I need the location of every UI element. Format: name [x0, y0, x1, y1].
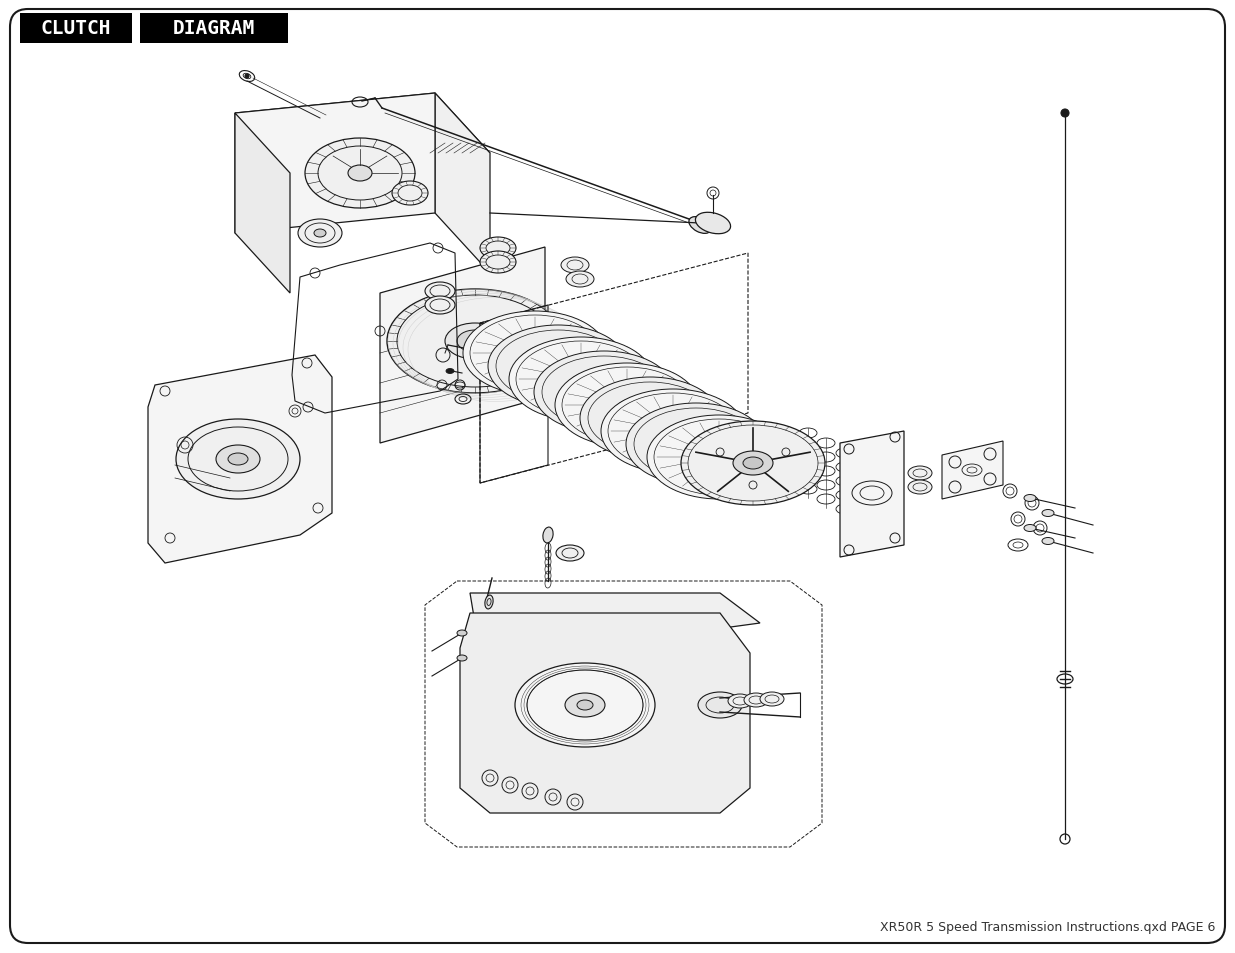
Circle shape [245, 75, 249, 79]
Polygon shape [235, 113, 290, 294]
Ellipse shape [391, 182, 429, 206]
Ellipse shape [566, 272, 594, 288]
Circle shape [1061, 110, 1070, 118]
Ellipse shape [601, 390, 745, 474]
Ellipse shape [647, 416, 790, 499]
Ellipse shape [605, 393, 650, 418]
Ellipse shape [216, 446, 261, 474]
Ellipse shape [457, 656, 467, 661]
FancyBboxPatch shape [140, 14, 288, 44]
Ellipse shape [1024, 495, 1036, 502]
Ellipse shape [485, 596, 493, 609]
Ellipse shape [348, 166, 372, 182]
Ellipse shape [457, 630, 467, 637]
Polygon shape [435, 94, 490, 274]
Text: XR50R 5 Speed Transmission Instructions.qxd PAGE 6: XR50R 5 Speed Transmission Instructions.… [879, 920, 1215, 933]
Ellipse shape [564, 693, 605, 718]
Ellipse shape [695, 213, 731, 234]
Ellipse shape [561, 257, 589, 274]
Ellipse shape [536, 354, 580, 379]
Ellipse shape [697, 444, 741, 471]
Ellipse shape [446, 369, 454, 375]
Ellipse shape [743, 457, 763, 470]
Ellipse shape [674, 432, 718, 457]
Ellipse shape [1042, 537, 1053, 545]
Polygon shape [459, 614, 750, 813]
Ellipse shape [298, 220, 342, 248]
Ellipse shape [543, 528, 553, 543]
Ellipse shape [908, 480, 932, 495]
Ellipse shape [425, 296, 454, 314]
Circle shape [545, 789, 561, 805]
Ellipse shape [734, 452, 773, 476]
Circle shape [522, 783, 538, 800]
Ellipse shape [651, 418, 695, 444]
Ellipse shape [387, 290, 563, 394]
Ellipse shape [760, 692, 784, 706]
Ellipse shape [1024, 525, 1036, 532]
Ellipse shape [698, 692, 742, 719]
Circle shape [488, 352, 492, 355]
Ellipse shape [534, 352, 674, 434]
Ellipse shape [727, 695, 752, 708]
Ellipse shape [680, 421, 825, 505]
FancyBboxPatch shape [10, 10, 1225, 943]
Ellipse shape [629, 406, 672, 432]
Ellipse shape [559, 367, 603, 393]
Circle shape [567, 794, 583, 810]
Ellipse shape [425, 283, 454, 301]
Ellipse shape [480, 252, 516, 274]
Polygon shape [235, 94, 435, 233]
Ellipse shape [556, 545, 584, 561]
Ellipse shape [513, 340, 557, 367]
Polygon shape [840, 432, 904, 558]
Ellipse shape [515, 663, 655, 747]
Ellipse shape [228, 454, 248, 465]
Polygon shape [471, 594, 760, 654]
Ellipse shape [577, 700, 593, 710]
Ellipse shape [305, 139, 415, 209]
Ellipse shape [582, 379, 626, 406]
Text: CLUTCH: CLUTCH [41, 19, 111, 38]
Ellipse shape [480, 237, 516, 260]
Ellipse shape [509, 337, 653, 421]
Ellipse shape [626, 403, 766, 485]
Ellipse shape [457, 331, 493, 353]
Polygon shape [235, 94, 490, 173]
Circle shape [501, 778, 517, 793]
Ellipse shape [488, 326, 629, 408]
Ellipse shape [908, 467, 932, 480]
Circle shape [482, 770, 498, 786]
Ellipse shape [689, 217, 711, 234]
Ellipse shape [743, 693, 768, 707]
Polygon shape [148, 355, 332, 563]
Ellipse shape [445, 324, 505, 359]
Text: DIAGRAM: DIAGRAM [173, 19, 256, 38]
Ellipse shape [463, 312, 606, 395]
Ellipse shape [555, 364, 699, 448]
Polygon shape [380, 248, 545, 443]
Ellipse shape [314, 230, 326, 237]
Ellipse shape [177, 419, 300, 499]
Ellipse shape [580, 377, 720, 459]
Polygon shape [942, 441, 1003, 499]
Ellipse shape [1042, 510, 1053, 517]
FancyBboxPatch shape [20, 14, 132, 44]
